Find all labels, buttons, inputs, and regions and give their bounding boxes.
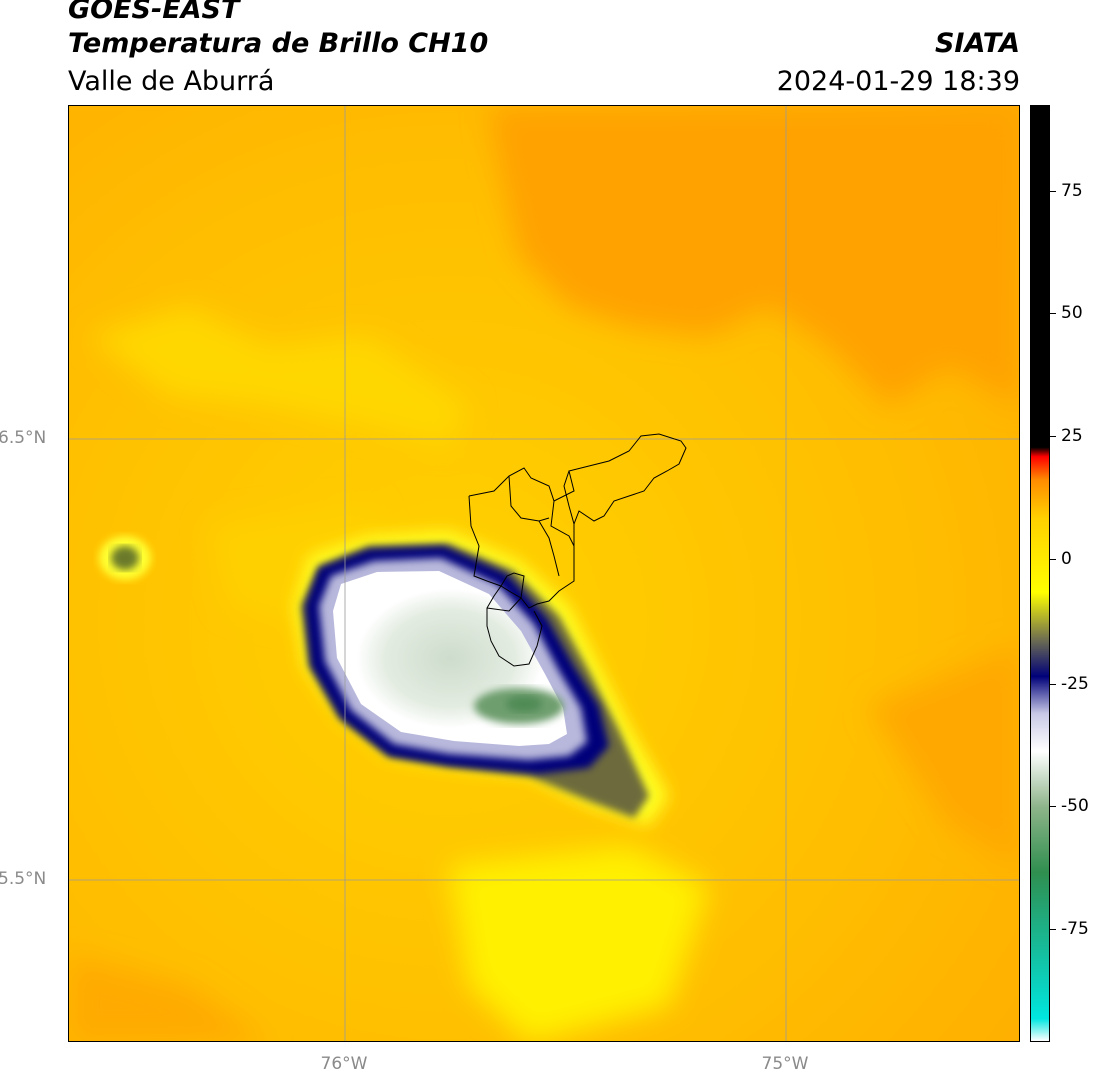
boundary-4 [563, 470, 575, 525]
colorbar-label-minus-50: -50 [1061, 796, 1089, 816]
boundary-3 [508, 475, 550, 522]
colorbar-label-minus-75: -75 [1061, 919, 1089, 939]
colorbar [1030, 105, 1050, 1042]
colorbar-tick [1050, 191, 1056, 192]
region-label: Valle de Aburrá [68, 66, 275, 97]
colorbar-label-0: 0 [1061, 549, 1072, 569]
warm-regions [69, 106, 1019, 1041]
organization-label: SIATA [934, 28, 1020, 59]
colorbar-tick [1050, 684, 1056, 685]
datetime-label: 2024-01-29 18:39 [776, 66, 1020, 97]
cool-regions [89, 306, 709, 1041]
aburra-valley-outline [468, 433, 687, 667]
boundary-2 [468, 495, 502, 587]
colorbar-label-75: 75 [1061, 181, 1083, 201]
small-cold-cell [99, 536, 151, 580]
boundary-7 [538, 520, 560, 577]
boundary-5 [486, 597, 522, 612]
lon-label-76w: 76°W [320, 1054, 368, 1074]
colorbar-label-25: 25 [1061, 426, 1083, 446]
map-panel[interactable] [68, 105, 1020, 1042]
colorbar-label-50: 50 [1061, 303, 1083, 323]
lat-label-5-5n: 5.5°N [0, 869, 47, 889]
colorbar-tick [1050, 436, 1056, 437]
municipal-boundaries [468, 433, 687, 667]
satellite-title: GOES-EAST [68, 0, 240, 25]
colorbar-label-minus-25: -25 [1061, 674, 1089, 694]
colorbar-tick [1050, 313, 1056, 314]
boundary-1 [550, 500, 575, 547]
lon-label-75w: 75°W [761, 1054, 809, 1074]
brightness-temperature-map [69, 106, 1019, 1041]
boundary-6 [500, 572, 525, 599]
lat-label-6-5n: 6.5°N [0, 428, 47, 448]
graticule [69, 106, 1019, 1041]
colorbar-tick [1050, 559, 1056, 560]
colorbar-tick [1050, 806, 1056, 807]
storm-cell [294, 531, 669, 826]
colorbar-tick [1050, 929, 1056, 930]
product-title: Temperatura de Brillo CH10 [68, 28, 489, 59]
